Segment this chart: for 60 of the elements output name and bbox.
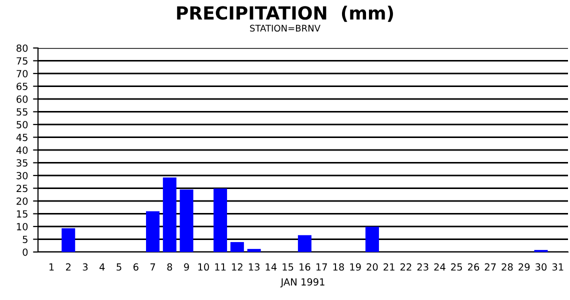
- x-tick-label: 5: [116, 263, 122, 271]
- y-tick-label: 75: [16, 57, 28, 65]
- x-tick-label: 16: [300, 263, 310, 271]
- x-tick-label: 31: [552, 263, 564, 271]
- y-tick-label: 15: [16, 210, 28, 218]
- x-tick-label: 10: [198, 263, 209, 271]
- x-tick-label: 15: [282, 263, 294, 271]
- bar: [230, 242, 244, 252]
- x-tick-label: 23: [417, 263, 428, 271]
- bar: [162, 178, 176, 252]
- x-tick-label: 11: [215, 263, 226, 270]
- y-tick-label: 35: [16, 159, 28, 167]
- x-tick-label: 17: [316, 263, 327, 270]
- chart-subtitle: STATION=BRNV: [250, 24, 320, 32]
- x-tick-label: 29: [518, 263, 530, 271]
- x-tick-label: 30: [536, 263, 547, 271]
- x-tick-label: 12: [232, 263, 242, 270]
- y-tick-label: 60: [16, 95, 28, 103]
- y-tick-label: 30: [16, 172, 28, 180]
- y-tick-label: 70: [16, 70, 28, 78]
- y-tick-label: 45: [16, 134, 28, 142]
- bar: [214, 188, 228, 252]
- x-tick-label: 14: [266, 263, 277, 270]
- bar: [298, 235, 312, 252]
- x-tick-label: 13: [248, 263, 260, 271]
- bar: [180, 190, 194, 252]
- y-tick-label: 25: [16, 184, 28, 192]
- bar: [146, 211, 160, 252]
- x-tick-label: 22: [400, 263, 412, 270]
- y-tick-label: 65: [16, 82, 28, 90]
- y-tick-label: 5: [22, 236, 28, 244]
- x-tick-label: 21: [384, 263, 394, 270]
- x-tick-label: 24: [434, 263, 446, 270]
- x-tick-label: 9: [184, 263, 189, 271]
- y-tick-label: 0: [22, 248, 28, 256]
- x-tick-label: 6: [133, 263, 138, 271]
- bar: [247, 248, 261, 252]
- x-tick-label: 20: [366, 263, 378, 271]
- y-tick-label: 55: [16, 108, 28, 116]
- x-axis-title: JAN 1991: [280, 278, 324, 288]
- x-tick-label: 3: [82, 263, 88, 271]
- y-tick-label: 10: [16, 222, 28, 230]
- y-tick-label: 40: [16, 146, 28, 154]
- chart-title: PRECIPITATION (mm): [177, 6, 393, 22]
- x-tick-label: 4: [100, 263, 105, 270]
- bar: [365, 226, 379, 252]
- y-tick-label: 20: [16, 197, 28, 205]
- x-tick-label: 27: [484, 263, 496, 270]
- y-tick-label: 50: [16, 120, 28, 128]
- x-tick-label: 26: [468, 263, 480, 271]
- x-tick-label: 19: [350, 263, 361, 271]
- x-tick-label: 1: [49, 263, 54, 270]
- x-tick-label: 18: [333, 263, 344, 271]
- x-tick-label: 25: [451, 263, 462, 271]
- x-tick-label: 8: [167, 263, 172, 271]
- y-tick-label: 80: [16, 44, 28, 52]
- x-tick-label: 28: [502, 263, 513, 271]
- bar: [62, 228, 76, 252]
- x-tick-label: 2: [66, 263, 70, 270]
- x-tick-label: 7: [150, 263, 156, 270]
